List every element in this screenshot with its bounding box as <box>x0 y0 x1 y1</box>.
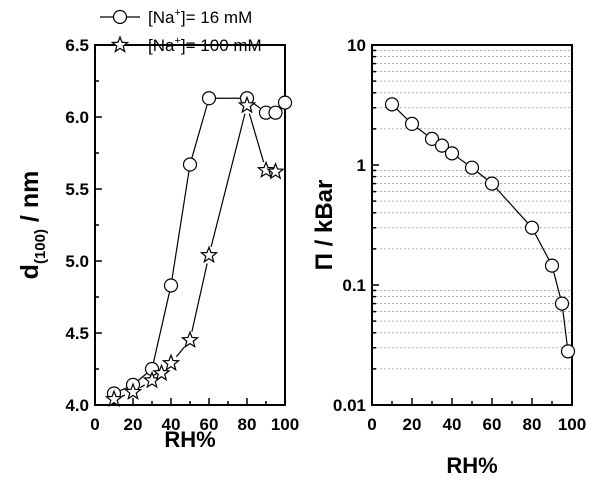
panel-b-y-tick-label: 0.1 <box>342 276 366 295</box>
series-connector <box>175 346 186 358</box>
data-point-circle <box>384 97 400 112</box>
data-point-circle <box>524 220 540 235</box>
series-connector <box>139 384 146 389</box>
legend-label-16mm-sup: + <box>174 7 180 19</box>
panel-a-y-tick-label: 4.0 <box>65 396 89 415</box>
panel-a-x-tick-label: 80 <box>238 415 257 434</box>
data-point-circle <box>544 258 560 273</box>
data-point-circle <box>268 105 283 120</box>
series-connector <box>210 113 246 248</box>
legend-label-16mm: [Na+]= 16 mM <box>148 7 252 27</box>
legend-label-100mm: [Na+]= 100 mM <box>148 35 262 55</box>
panel-a-y-tick-label: 6.0 <box>65 108 89 127</box>
legend-circle-marker <box>112 9 128 25</box>
data-point-circle <box>182 157 198 172</box>
panel-a-y-axis-label-subscript: (100) <box>32 229 49 264</box>
series-connector <box>191 263 208 333</box>
data-point-star <box>180 330 200 349</box>
panel-b-frame <box>371 44 573 406</box>
data-point-circle <box>404 116 420 132</box>
data-point-circle <box>424 131 440 147</box>
data-point-star <box>237 95 257 114</box>
legend-label-100mm-sup: + <box>174 35 180 47</box>
data-point-circle <box>484 176 500 191</box>
data-point-circle <box>560 344 576 359</box>
panel-a-x-tick-label: 100 <box>271 415 299 434</box>
panel-a-y-axis-label-main: d <box>16 264 44 279</box>
data-point-circle <box>163 278 179 293</box>
panel-a-y-tick-label: 4.5 <box>65 324 89 343</box>
series-connector <box>248 113 265 163</box>
panel-b-x-tick-label: 100 <box>558 415 586 434</box>
panel-b-y-tick-label: 0.01 <box>333 396 366 415</box>
data-point-star <box>104 389 124 408</box>
panel-a-y-axis-label: d(100) / nm <box>16 171 49 280</box>
legend: [Na+]= 16 mM [Na+]= 100 mM <box>100 7 262 55</box>
series-star <box>104 95 285 408</box>
series-connector <box>477 171 487 180</box>
series-connector <box>396 108 408 120</box>
data-point-circle <box>277 95 293 110</box>
panel-a-y-tick-label: 6.5 <box>65 36 89 55</box>
data-point-star <box>266 162 285 180</box>
panel-b-x-tick-label: 80 <box>523 415 542 434</box>
legend-label-100mm-prefix: [Na <box>148 36 175 55</box>
panel-b-y-tick-label: 10 <box>347 36 366 55</box>
panel-a-frame <box>94 44 286 406</box>
legend-label-16mm-prefix: [Na <box>148 8 175 27</box>
series-osmotic-pressure <box>384 97 576 359</box>
legend-star-marker <box>110 35 130 53</box>
data-point-circle <box>554 296 570 311</box>
series-connector <box>553 272 561 297</box>
legend-label-16mm-suffix: ]= 16 mM <box>181 8 252 27</box>
data-point-circle <box>464 160 480 175</box>
data-point-circle <box>444 146 460 161</box>
data-point-circle <box>434 138 450 153</box>
panel-b-y-axis-label: Π / kBar <box>311 180 338 271</box>
panel-a-x-tick-label: 60 <box>200 415 219 434</box>
legend-entry-16mm: [Na+]= 16 mM <box>100 7 252 27</box>
data-point-circle <box>201 91 217 106</box>
series-connector <box>137 373 148 381</box>
panel-d100-vs-rh: 0 20 40 60 80 100 4.0 4.5 5.0 5.5 6.0 6.5 RH% d(100… <box>16 36 299 452</box>
data-point-star <box>152 363 171 382</box>
panel-a-y-tick-label: 5.0 <box>65 252 89 271</box>
series-connector <box>417 127 427 136</box>
panel-a-x-tick-label: 40 <box>162 415 181 434</box>
data-point-star <box>256 160 276 179</box>
series-connector <box>496 188 528 223</box>
series-connector <box>562 310 568 345</box>
series-connector <box>171 171 190 279</box>
panel-b-y-tick-label: 1 <box>357 156 366 175</box>
panel-a-x-tick-label: 0 <box>90 415 99 434</box>
panel-b-x-tick-label: 40 <box>443 415 462 434</box>
data-point-star <box>123 382 143 400</box>
panel-b-x-tick-label: 0 <box>367 415 376 434</box>
data-point-star <box>161 353 181 372</box>
series-connector <box>121 394 126 397</box>
legend-entry-100mm: [Na+]= 100 mM <box>100 35 262 55</box>
panel-a-y-axis-label-suffix: / nm <box>16 171 44 229</box>
series-connector <box>191 104 208 158</box>
panel-b-x-axis-label: RH% <box>446 453 497 478</box>
panel-b-x-tick-label: 60 <box>483 415 502 434</box>
panel-a-x-tick-label: 20 <box>124 415 143 434</box>
series-circle <box>106 91 293 401</box>
data-point-star <box>199 245 219 264</box>
panel-a-x-axis-label: RH% <box>164 427 215 452</box>
series-connector <box>152 292 171 363</box>
legend-label-100mm-suffix: ]= 100 mM <box>181 36 262 55</box>
series-connector <box>457 156 467 165</box>
series-connector <box>534 233 550 260</box>
panel-a-y-tick-label: 5.5 <box>65 180 89 199</box>
series-connector <box>120 387 127 392</box>
panel-b-x-tick-label: 20 <box>403 415 422 434</box>
